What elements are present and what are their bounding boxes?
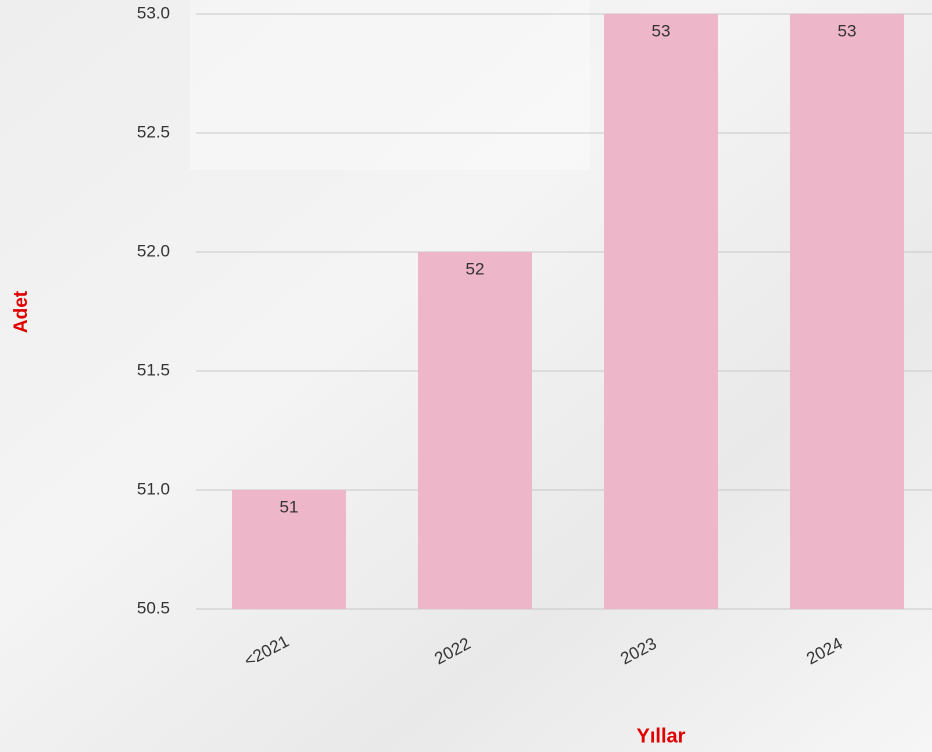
- background-shape: [190, 0, 590, 170]
- y-tick-label: 51.5: [137, 360, 170, 379]
- y-tick-label: 52.5: [137, 122, 170, 141]
- bar: [232, 490, 346, 609]
- y-tick-label: 53.0: [137, 3, 170, 22]
- y-tick-label: 51.0: [137, 479, 170, 498]
- x-axis-title: Yıllar: [637, 725, 686, 747]
- value-label: 53: [838, 21, 857, 40]
- y-axis-title: Adet: [11, 290, 32, 333]
- bar: [790, 14, 904, 609]
- y-tick-label: 52.0: [137, 241, 170, 260]
- value-label: 53: [652, 21, 671, 40]
- bar: [604, 14, 718, 609]
- value-label: 51: [280, 497, 299, 516]
- y-tick-label: 50.5: [137, 598, 170, 617]
- bar: [418, 252, 532, 609]
- value-label: 52: [466, 259, 485, 278]
